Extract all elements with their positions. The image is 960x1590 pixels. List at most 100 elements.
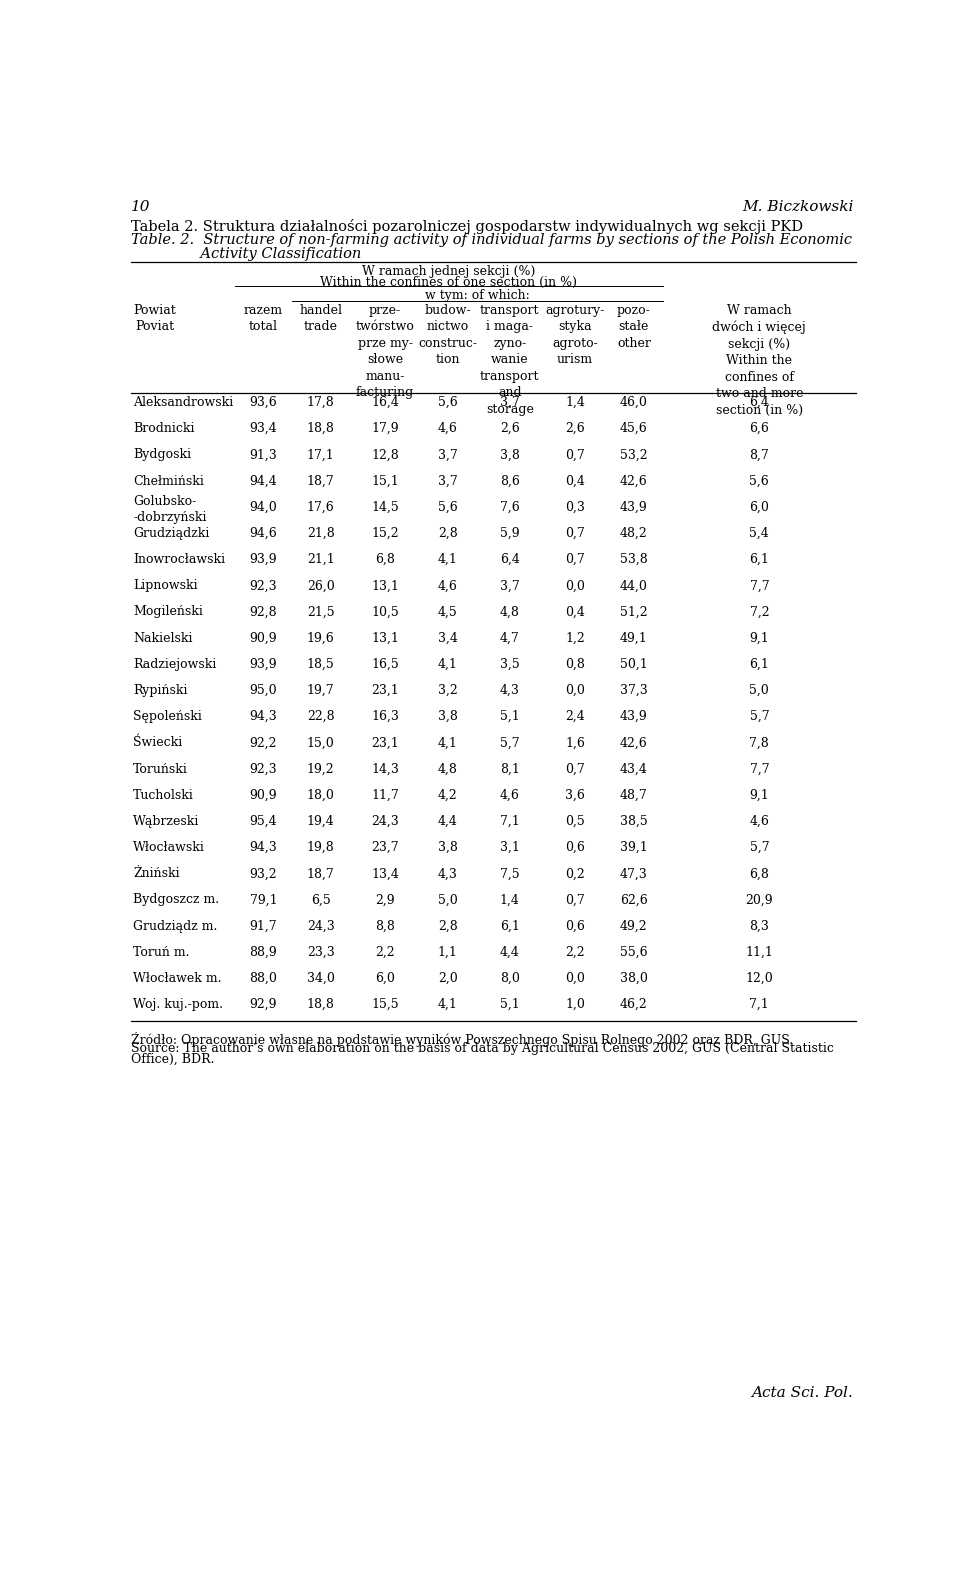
Text: Table. 2.  Structure of non-farming activity of individual farms by sections of : Table. 2. Structure of non-farming activ… [131,234,852,246]
Text: 18,7: 18,7 [307,474,335,488]
Text: Bydgoski: Bydgoski [133,448,191,461]
Text: Inowrocławski: Inowrocławski [133,553,226,566]
Text: 11,7: 11,7 [372,789,399,801]
Text: 79,1: 79,1 [250,894,277,906]
Text: 4,3: 4,3 [500,684,519,696]
Text: 4,8: 4,8 [438,763,458,776]
Text: 3,8: 3,8 [438,711,458,723]
Text: 0,7: 0,7 [565,553,585,566]
Text: 4,1: 4,1 [438,999,458,1011]
Text: 43,4: 43,4 [620,763,648,776]
Text: 43,9: 43,9 [620,711,648,723]
Text: 10,5: 10,5 [372,606,399,619]
Text: 4,1: 4,1 [438,736,458,749]
Text: 17,8: 17,8 [307,396,335,409]
Text: Aleksandrowski: Aleksandrowski [133,396,233,409]
Text: 0,6: 0,6 [565,919,585,933]
Text: 3,7: 3,7 [500,579,519,593]
Text: 95,0: 95,0 [250,684,277,696]
Text: 48,7: 48,7 [620,789,648,801]
Text: 14,3: 14,3 [372,763,399,776]
Text: 19,7: 19,7 [307,684,334,696]
Text: 88,9: 88,9 [250,946,277,959]
Text: prze-
twórstwo
prze my-
słowe
manu-
facturing: prze- twórstwo prze my- słowe manu- fact… [355,304,415,399]
Text: 91,3: 91,3 [250,448,277,461]
Text: 7,1: 7,1 [500,816,519,828]
Text: Żniński: Żniński [133,867,180,881]
Text: 3,7: 3,7 [500,396,519,409]
Text: 90,9: 90,9 [250,789,277,801]
Text: transport
i maga-
zyno-
wanie
transport
and
storage: transport i maga- zyno- wanie transport … [480,304,540,417]
Text: 15,1: 15,1 [372,474,399,488]
Text: Wąbrzeski: Wąbrzeski [133,816,200,828]
Text: 53,2: 53,2 [620,448,648,461]
Text: 93,9: 93,9 [250,658,277,671]
Text: 8,1: 8,1 [500,763,519,776]
Text: 26,0: 26,0 [307,579,335,593]
Text: 22,8: 22,8 [307,711,334,723]
Text: 46,2: 46,2 [620,999,648,1011]
Text: 92,3: 92,3 [250,579,277,593]
Text: 8,7: 8,7 [750,448,769,461]
Text: 20,9: 20,9 [746,894,773,906]
Text: 4,6: 4,6 [438,423,458,436]
Text: 17,9: 17,9 [372,423,398,436]
Text: 0,5: 0,5 [565,816,585,828]
Text: 23,1: 23,1 [372,684,399,696]
Text: 5,6: 5,6 [438,396,458,409]
Text: Within the confines of one section (in %): Within the confines of one section (in %… [320,275,577,288]
Text: 3,7: 3,7 [438,448,458,461]
Text: Powiat
Poviat: Powiat Poviat [133,304,176,334]
Text: Woj. kuj.-pom.: Woj. kuj.-pom. [133,999,223,1011]
Text: 12,8: 12,8 [372,448,399,461]
Text: Tucholski: Tucholski [133,789,194,801]
Text: 8,0: 8,0 [500,971,519,986]
Text: 93,6: 93,6 [250,396,277,409]
Text: 12,0: 12,0 [746,971,773,986]
Text: Włocławek m.: Włocławek m. [133,971,222,986]
Text: 1,1: 1,1 [438,946,458,959]
Text: 24,3: 24,3 [307,919,335,933]
Text: 3,8: 3,8 [438,841,458,854]
Text: 6,0: 6,0 [750,501,769,514]
Text: Golubsko-
-dobrzyński: Golubsko- -dobrzyński [133,494,206,525]
Text: 94,3: 94,3 [250,841,277,854]
Text: 90,9: 90,9 [250,631,277,644]
Text: 92,8: 92,8 [250,606,277,619]
Text: 42,6: 42,6 [620,736,648,749]
Text: Świecki: Świecki [133,736,182,749]
Text: 6,1: 6,1 [750,658,769,671]
Text: 1,6: 1,6 [565,736,585,749]
Text: 6,6: 6,6 [750,423,769,436]
Text: w tym: of which:: w tym: of which: [425,289,530,302]
Text: 50,1: 50,1 [620,658,648,671]
Text: 3,2: 3,2 [438,684,458,696]
Text: Brodnicki: Brodnicki [133,423,195,436]
Text: Acta Sci. Pol.: Acta Sci. Pol. [752,1386,853,1399]
Text: 2,2: 2,2 [565,946,585,959]
Text: 3,4: 3,4 [438,631,458,644]
Text: 2,0: 2,0 [438,971,458,986]
Text: 45,6: 45,6 [620,423,648,436]
Text: 15,0: 15,0 [307,736,335,749]
Text: Źródło: Opracowanie własne na podstawie wyników Powszechnego Spisu Rolnego 2002 : Źródło: Opracowanie własne na podstawie … [131,1032,793,1046]
Text: 49,1: 49,1 [620,631,648,644]
Text: 6,5: 6,5 [311,894,330,906]
Text: 0,8: 0,8 [565,658,585,671]
Text: 6,4: 6,4 [750,396,769,409]
Text: 7,1: 7,1 [750,999,769,1011]
Text: 0,7: 0,7 [565,894,585,906]
Text: 0,7: 0,7 [565,526,585,541]
Text: Toruński: Toruński [133,763,188,776]
Text: 43,9: 43,9 [620,501,648,514]
Text: 0,0: 0,0 [565,971,585,986]
Text: 5,7: 5,7 [750,711,769,723]
Text: 17,1: 17,1 [307,448,335,461]
Text: 38,0: 38,0 [620,971,648,986]
Text: 7,7: 7,7 [750,579,769,593]
Text: 6,0: 6,0 [375,971,395,986]
Text: 6,1: 6,1 [750,553,769,566]
Text: 37,3: 37,3 [620,684,648,696]
Text: 91,7: 91,7 [250,919,277,933]
Text: 4,6: 4,6 [500,789,519,801]
